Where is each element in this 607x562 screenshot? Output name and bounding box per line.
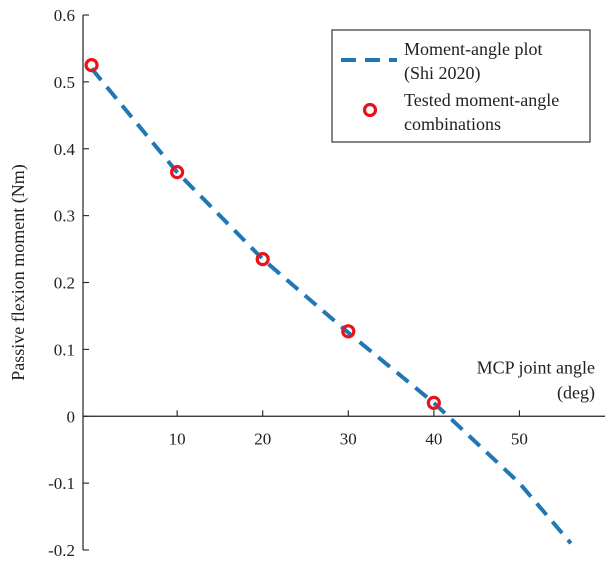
tested-point-marker: [170, 165, 185, 180]
series-line-group: [90, 67, 573, 545]
tested-point-marker: [341, 324, 356, 339]
y-tick-label: 0.4: [54, 140, 76, 159]
y-axis-title: Passive flexion moment (Nm): [8, 164, 29, 380]
tested-point-marker: [255, 251, 270, 267]
legend-marker-swatch: [362, 102, 378, 118]
tested-point-marker: [426, 395, 441, 410]
legend-entry-line-label-2: (Shi 2020): [404, 63, 481, 84]
x-tick-label: 50: [511, 429, 528, 448]
y-tick-label: 0.6: [54, 6, 75, 25]
y-tick-label: -0.1: [48, 474, 75, 493]
x-axis-title-line-1: MCP joint angle: [477, 357, 595, 377]
y-tick-label: 0.3: [54, 207, 75, 226]
x-tick-label: 20: [254, 429, 271, 448]
x-tick-label: 10: [169, 429, 186, 448]
y-axis-ticks: -0.2 -0.1 0 0.1 0.2 0.3 0.4 0.5 0.6: [48, 6, 89, 560]
y-tick-label: 0.2: [54, 274, 75, 293]
y-tick-label: 0.1: [54, 340, 75, 359]
x-tick-label: 30: [340, 429, 357, 448]
x-axis-title-line-2: (deg): [557, 382, 595, 403]
tested-point-marker: [84, 58, 99, 73]
moment-angle-curve: [90, 67, 573, 545]
legend: Moment-angle plot (Shi 2020) Tested mome…: [331, 29, 591, 143]
series-markers-group: [84, 58, 441, 410]
y-tick-label: 0: [67, 407, 76, 426]
x-axis-ticks: 10 20 30 40 50: [169, 410, 528, 448]
y-tick-label: -0.2: [48, 541, 75, 560]
legend-box: [331, 29, 591, 143]
legend-entry-marker-label-1: Tested moment-angle: [404, 90, 559, 110]
legend-entry-marker-label-2: combinations: [404, 114, 501, 134]
x-tick-label: 40: [425, 429, 442, 448]
legend-entry-line-label-1: Moment-angle plot: [404, 39, 542, 59]
y-tick-label: 0.5: [54, 73, 75, 92]
